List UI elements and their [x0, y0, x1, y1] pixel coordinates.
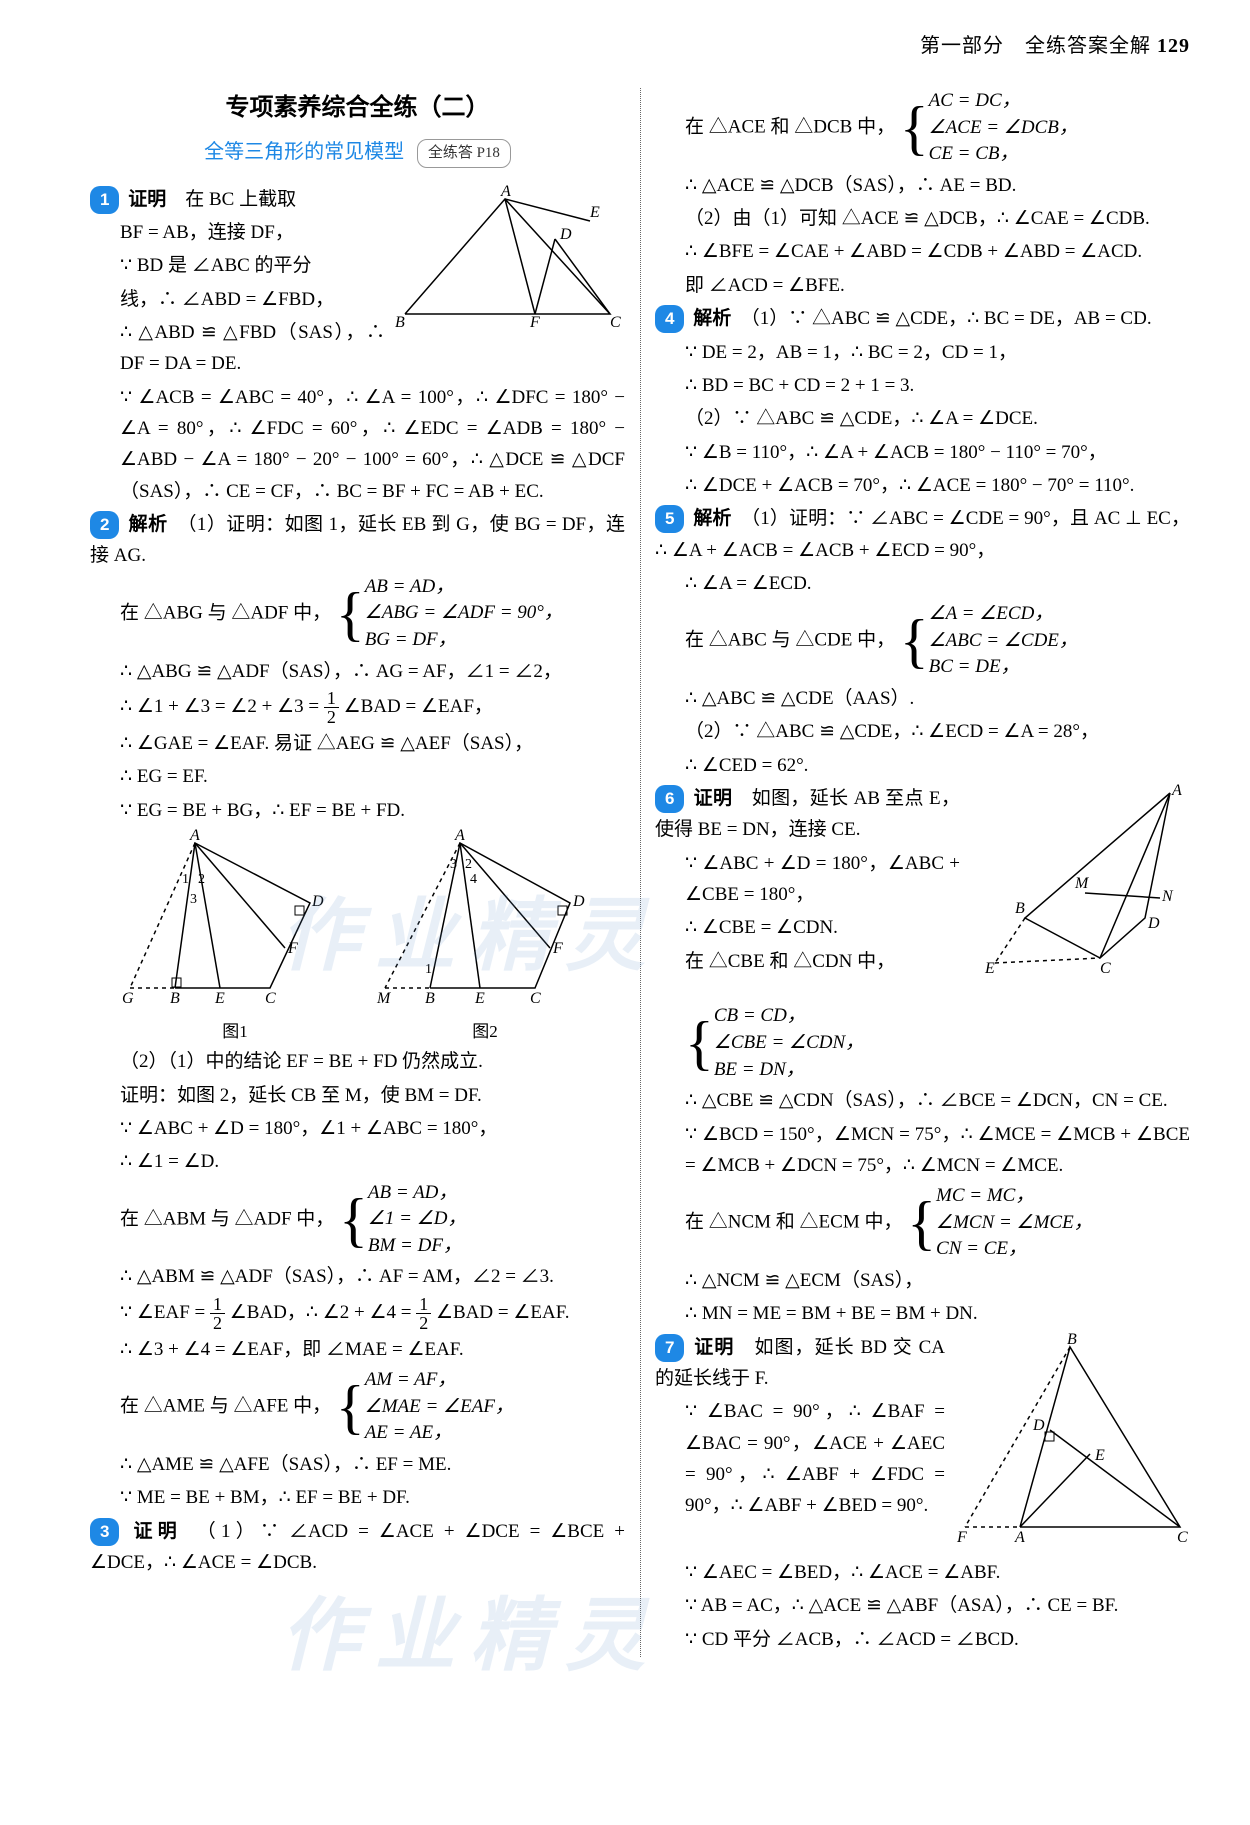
svg-text:1: 1: [182, 872, 189, 887]
brace-block: { AM = AF，∠MAE = ∠EAF，AE = AE，: [336, 1367, 514, 1447]
svg-text:D: D: [572, 893, 585, 910]
svg-text:3: 3: [450, 857, 457, 872]
svg-text:E: E: [1094, 1447, 1105, 1464]
column-divider: [640, 88, 641, 1657]
svg-text:B: B: [1015, 900, 1025, 917]
triangle-diagram-icon: A D F G B E C 12 3: [120, 828, 350, 1008]
label-proof: 证明: [133, 1521, 182, 1542]
badge-6: 6: [655, 785, 684, 813]
svg-text:E: E: [474, 990, 485, 1007]
problem-2: 2 解析 （1）证明：如图 1，延长 EB 到 G，使 BG = DF，连接 A…: [90, 509, 625, 1514]
svg-text:A: A: [189, 828, 200, 844]
svg-text:C: C: [530, 990, 541, 1007]
brace-block: { AC = DC，∠ACE = ∠DCB，CE = CB，: [900, 88, 1078, 168]
svg-text:D: D: [311, 893, 324, 910]
svg-text:A: A: [1171, 783, 1182, 799]
problem-1: A E D B F C 1 证明 在 BC 上截取 BF = AB，连接 DF，…: [90, 184, 625, 507]
problem-3: 3 证明 （1）∵ ∠ACD = ∠ACE + ∠DCE = ∠BCE + ∠D…: [90, 1516, 625, 1579]
svg-text:3: 3: [190, 892, 197, 907]
brace-block: { AB = AD，∠1 = ∠D，BM = DF，: [339, 1180, 466, 1260]
problem-4: 4 解析 （1）∵ △ABC ≌ △CDE，∴ BC = DE，AB = CD.…: [655, 303, 1190, 501]
svg-text:1: 1: [425, 962, 432, 977]
svg-text:A: A: [500, 184, 511, 200]
figure-q2-1: A D F G B E C 12 3 图1: [120, 828, 350, 1046]
svg-text:D: D: [559, 226, 572, 243]
figure-q2-2: A 32 4 1 D F M B E C 图2: [370, 828, 600, 1046]
badge-5: 5: [655, 505, 684, 533]
svg-text:E: E: [214, 990, 225, 1007]
svg-text:F: F: [287, 940, 298, 957]
left-column: 专项素养综合全练（二） 全等三角形的常见模型 全练答 P18 A E D B F: [90, 88, 625, 1657]
svg-text:2: 2: [465, 857, 472, 872]
svg-text:N: N: [1161, 888, 1174, 905]
badge-2: 2: [90, 511, 119, 539]
label-proof: 证明: [128, 189, 166, 210]
problem-6: A M N B D C E 6 证明 如图，延长 AB 至点 E，使得 BE =…: [655, 783, 1190, 1330]
subtitle: 全等三角形的常见模型: [204, 141, 404, 163]
svg-text:E: E: [984, 960, 995, 977]
svg-text:E: E: [589, 204, 600, 221]
triangle-diagram-icon: A 32 4 1 D F M B E C: [370, 828, 600, 1008]
right-column: 在 △ACE 和 △DCB 中， { AC = DC，∠ACE = ∠DCB，C…: [655, 88, 1190, 1657]
svg-text:F: F: [529, 314, 540, 329]
problem-5: 5 解析 （1）证明：∵ ∠ABC = ∠CDE = 90°，且 AC ⊥ EC…: [655, 503, 1190, 781]
triangle-diagram-icon: B D E F A C: [955, 1332, 1190, 1547]
badge-4: 4: [655, 305, 684, 333]
problem-7: B D E F A C 7 证明 如图，延长 BD 交 CA 的延长线于 F. …: [655, 1332, 1190, 1655]
svg-text:2: 2: [198, 872, 205, 887]
svg-text:D: D: [1147, 915, 1160, 932]
subtitle-row: 全等三角形的常见模型 全练答 P18: [90, 136, 625, 169]
polygon-diagram-icon: A M N B D C E: [970, 783, 1190, 993]
section-title: 专项素养综合全练（二）: [90, 88, 625, 128]
svg-text:C: C: [1100, 960, 1111, 977]
svg-text:M: M: [376, 990, 392, 1007]
svg-text:B: B: [395, 314, 405, 329]
figure-q6: A M N B D C E: [970, 783, 1190, 1003]
page-number: 129: [1157, 35, 1190, 57]
brace-block: { ∠A = ∠ECD，∠ABC = ∠CDE，BC = DE，: [900, 601, 1078, 681]
svg-text:C: C: [265, 990, 276, 1007]
svg-text:C: C: [610, 314, 621, 329]
content-columns: 专项素养综合全练（二） 全等三角形的常见模型 全练答 P18 A E D B F: [90, 88, 1190, 1657]
figure-row-q2: A D F G B E C 12 3 图1: [90, 828, 625, 1046]
svg-text:C: C: [1177, 1529, 1188, 1546]
brace-block: { CB = CD，∠CBE = ∠CDN，BE = DN，: [685, 1003, 864, 1083]
svg-text:A: A: [1014, 1529, 1025, 1546]
svg-text:A: A: [454, 828, 465, 844]
svg-text:B: B: [425, 990, 435, 1007]
svg-text:G: G: [122, 990, 134, 1007]
svg-text:B: B: [1067, 1332, 1077, 1348]
svg-text:D: D: [1032, 1417, 1045, 1434]
svg-text:F: F: [552, 940, 563, 957]
section-name: 第一部分 全练答案全解: [920, 35, 1151, 57]
svg-text:B: B: [170, 990, 180, 1007]
label-analysis: 解析: [129, 514, 168, 535]
triangle-diagram-icon: A E D B F C: [395, 184, 625, 329]
brace-block: { AB = AD，∠ABG = ∠ADF = 90°，BG = DF，: [336, 574, 563, 654]
brace-block: { MC = MC，∠MCN = ∠MCE，CN = CE，: [907, 1183, 1092, 1263]
badge-3: 3: [90, 1518, 119, 1546]
page-header: 第一部分 全练答案全解 129: [90, 30, 1190, 63]
page-ref-pill: 全练答 P18: [417, 139, 511, 168]
figure-q7: B D E F A C: [955, 1332, 1190, 1557]
badge-1: 1: [90, 186, 119, 214]
badge-7: 7: [655, 1334, 684, 1362]
svg-text:F: F: [956, 1529, 967, 1546]
svg-text:4: 4: [470, 872, 477, 887]
figure-q1: A E D B F C: [395, 184, 625, 339]
svg-text:M: M: [1074, 875, 1090, 892]
